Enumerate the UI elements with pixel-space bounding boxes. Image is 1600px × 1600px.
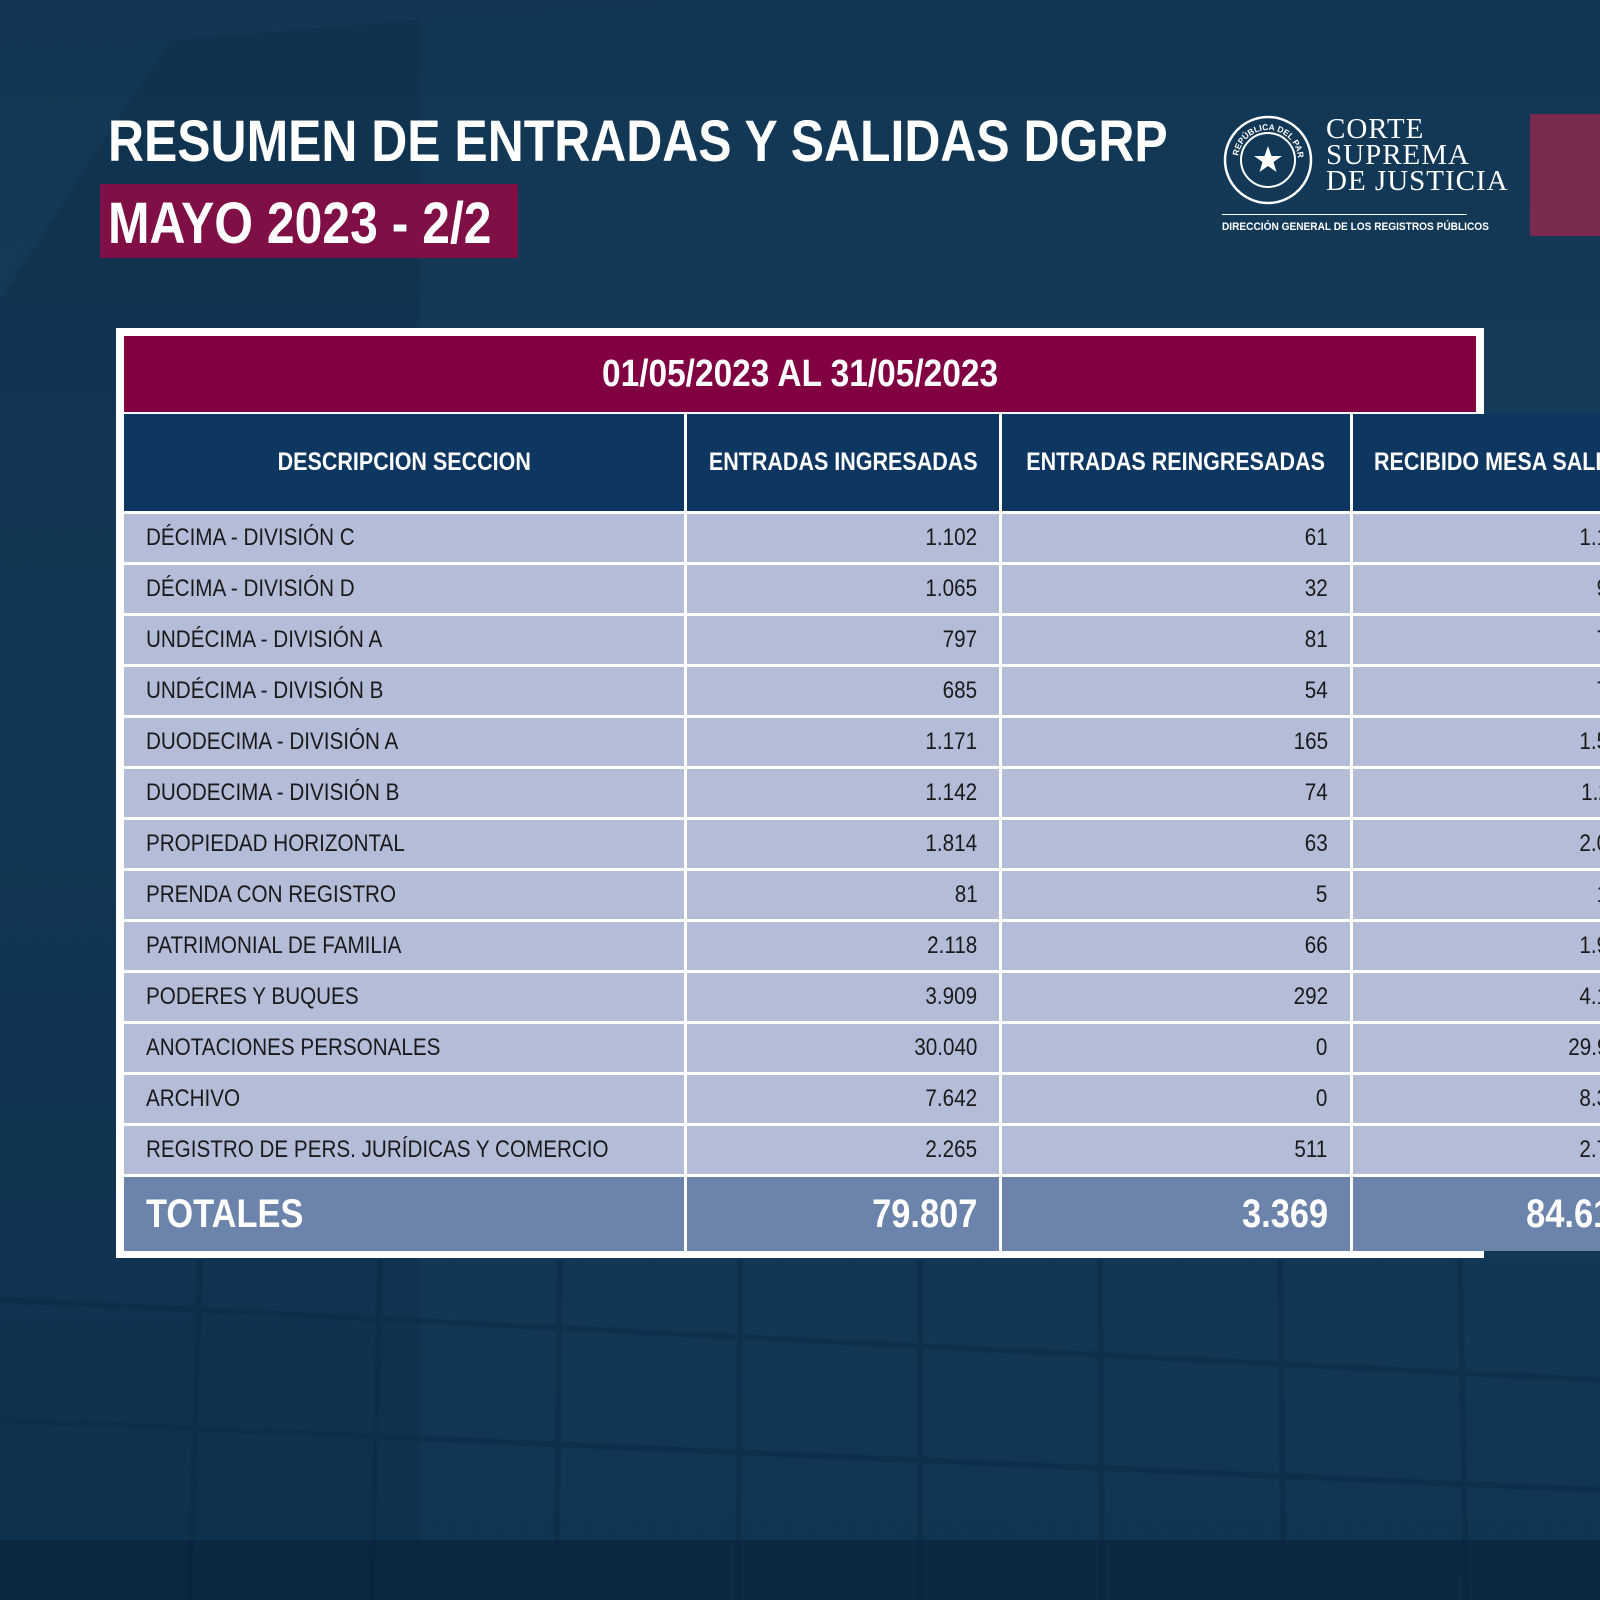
section-name-cell: DÉCIMA - DIVISIÓN D <box>124 565 687 616</box>
table-row: UNDÉCIMA - DIVISIÓN B68554753 <box>124 667 1600 718</box>
value-cell: 1.211 <box>1352 769 1600 820</box>
value-cell: 4.138 <box>1352 973 1600 1024</box>
value-cell: 66 <box>1002 922 1353 973</box>
section-name-cell: ARCHIVO <box>124 1075 687 1126</box>
column-header: RECIBIDO MESA SALIDA <box>1352 414 1600 514</box>
value-cell: 3.909 <box>686 973 1003 1024</box>
value-cell: 1.171 <box>686 718 1003 769</box>
value-cell: 8.312 <box>1352 1075 1600 1126</box>
value-cell: 1.102 <box>686 514 1003 565</box>
value-cell: 32 <box>1002 565 1353 616</box>
value-cell: 2.083 <box>1352 820 1600 871</box>
value-cell: 74 <box>1002 769 1353 820</box>
value-cell: 1.065 <box>686 565 1003 616</box>
value-cell: 2.265 <box>686 1126 1003 1177</box>
value-cell: 797 <box>686 616 1003 667</box>
value-cell: 0 <box>1002 1075 1353 1126</box>
value-cell: 753 <box>1352 667 1600 718</box>
section-name-cell: DUODECIMA - DIVISIÓN A <box>124 718 687 769</box>
table-row: REGISTRO DE PERS. JURÍDICAS Y COMERCIO 2.… <box>124 1126 1600 1177</box>
value-cell: 1.977 <box>1352 922 1600 973</box>
value-cell: 5 <box>1002 871 1353 922</box>
section-name-cell: ANOTACIONES PERSONALES <box>124 1024 687 1075</box>
section-name-cell: PODERES Y BUQUES <box>124 973 687 1024</box>
table-row: PRENDA CON REGISTRO815104 <box>124 871 1600 922</box>
value-cell: 2.794 <box>1352 1126 1600 1177</box>
value-cell: 104 <box>1352 871 1600 922</box>
column-header: ENTRADAS REINGRESADAS <box>1002 414 1353 514</box>
section-name-cell: DÉCIMA - DIVISIÓN C <box>124 514 687 565</box>
section-name-cell: PATRIMONIAL DE FAMILIA <box>124 922 687 973</box>
section-name-cell: PRENDA CON REGISTRO <box>124 871 687 922</box>
table-row: UNDÉCIMA - DIVISIÓN A79781713 <box>124 616 1600 667</box>
totals-label: TOTALES <box>124 1177 687 1251</box>
section-name-cell: PROPIEDAD HORIZONTAL <box>124 820 687 871</box>
value-cell: 1.814 <box>686 820 1003 871</box>
logo-name: CORTE SUPREMA DE JUSTICIA <box>1326 113 1509 197</box>
value-cell: 1.152 <box>1352 514 1600 565</box>
logo-subtext: DIRECCIÓN GENERAL DE LOS REGISTROS PÚBLI… <box>1222 214 1489 233</box>
value-cell: 7.642 <box>686 1075 1003 1126</box>
section-name-cell: REGISTRO DE PERS. JURÍDICAS Y COMERCIO <box>124 1126 687 1177</box>
paraguay-seal-icon: REPÚBLICA DEL PARAGUAY <box>1222 114 1313 205</box>
section-name-cell: DUODECIMA - DIVISIÓN B <box>124 769 687 820</box>
value-cell: 292 <box>1002 973 1353 1024</box>
totals-cell: 79.807 <box>686 1177 1003 1251</box>
page-subtitle: MAYO 2023 - 2/2 <box>108 191 492 256</box>
value-cell: 165 <box>1002 718 1353 769</box>
value-cell: 511 <box>1002 1126 1353 1177</box>
period-label: 01/05/2023 AL 31/05/2023 <box>601 352 999 395</box>
value-cell: 685 <box>686 667 1003 718</box>
table-header-row: DESCRIPCION SECCION ENTRADAS INGRESADAS … <box>124 414 1600 514</box>
corte-suprema-logo: REPÚBLICA DEL PARAGUAY CORTE SUPREMA DE … <box>1222 114 1508 238</box>
subtitle-highlight <box>100 184 518 258</box>
value-cell: 947 <box>1352 565 1600 616</box>
totals-cell: 3.369 <box>1002 1177 1353 1251</box>
value-cell: 81 <box>686 871 1003 922</box>
value-cell: 1.539 <box>1352 718 1600 769</box>
value-cell: 1.142 <box>686 769 1003 820</box>
column-header: ENTRADAS INGRESADAS <box>686 414 1003 514</box>
summary-table: DESCRIPCION SECCION ENTRADAS INGRESADAS … <box>124 414 1600 1251</box>
section-name-cell: UNDÉCIMA - DIVISIÓN B <box>124 667 687 718</box>
section-name-cell: UNDÉCIMA - DIVISIÓN A <box>124 616 687 667</box>
value-cell: 0 <box>1002 1024 1353 1075</box>
column-header: DESCRIPCION SECCION <box>124 414 687 514</box>
totals-cell: 84.618 <box>1352 1177 1600 1251</box>
value-cell: 30.040 <box>686 1024 1003 1075</box>
value-cell: 61 <box>1002 514 1353 565</box>
period-bar: 01/05/2023 AL 31/05/2023 <box>124 336 1476 412</box>
value-cell: 713 <box>1352 616 1600 667</box>
page-title: RESUMEN DE ENTRADAS Y SALIDAS DGRP <box>108 109 1168 174</box>
value-cell: 81 <box>1002 616 1353 667</box>
totals-row: TOTALES 79.807 3.369 84.618 <box>124 1177 1600 1251</box>
side-accent-tab <box>1530 114 1600 236</box>
table-row: DÉCIMA - DIVISIÓN D1.06532947 <box>124 565 1600 616</box>
value-cell: 63 <box>1002 820 1353 871</box>
value-cell: 2.118 <box>686 922 1003 973</box>
value-cell: 54 <box>1002 667 1353 718</box>
value-cell: 29.992 <box>1352 1024 1600 1075</box>
